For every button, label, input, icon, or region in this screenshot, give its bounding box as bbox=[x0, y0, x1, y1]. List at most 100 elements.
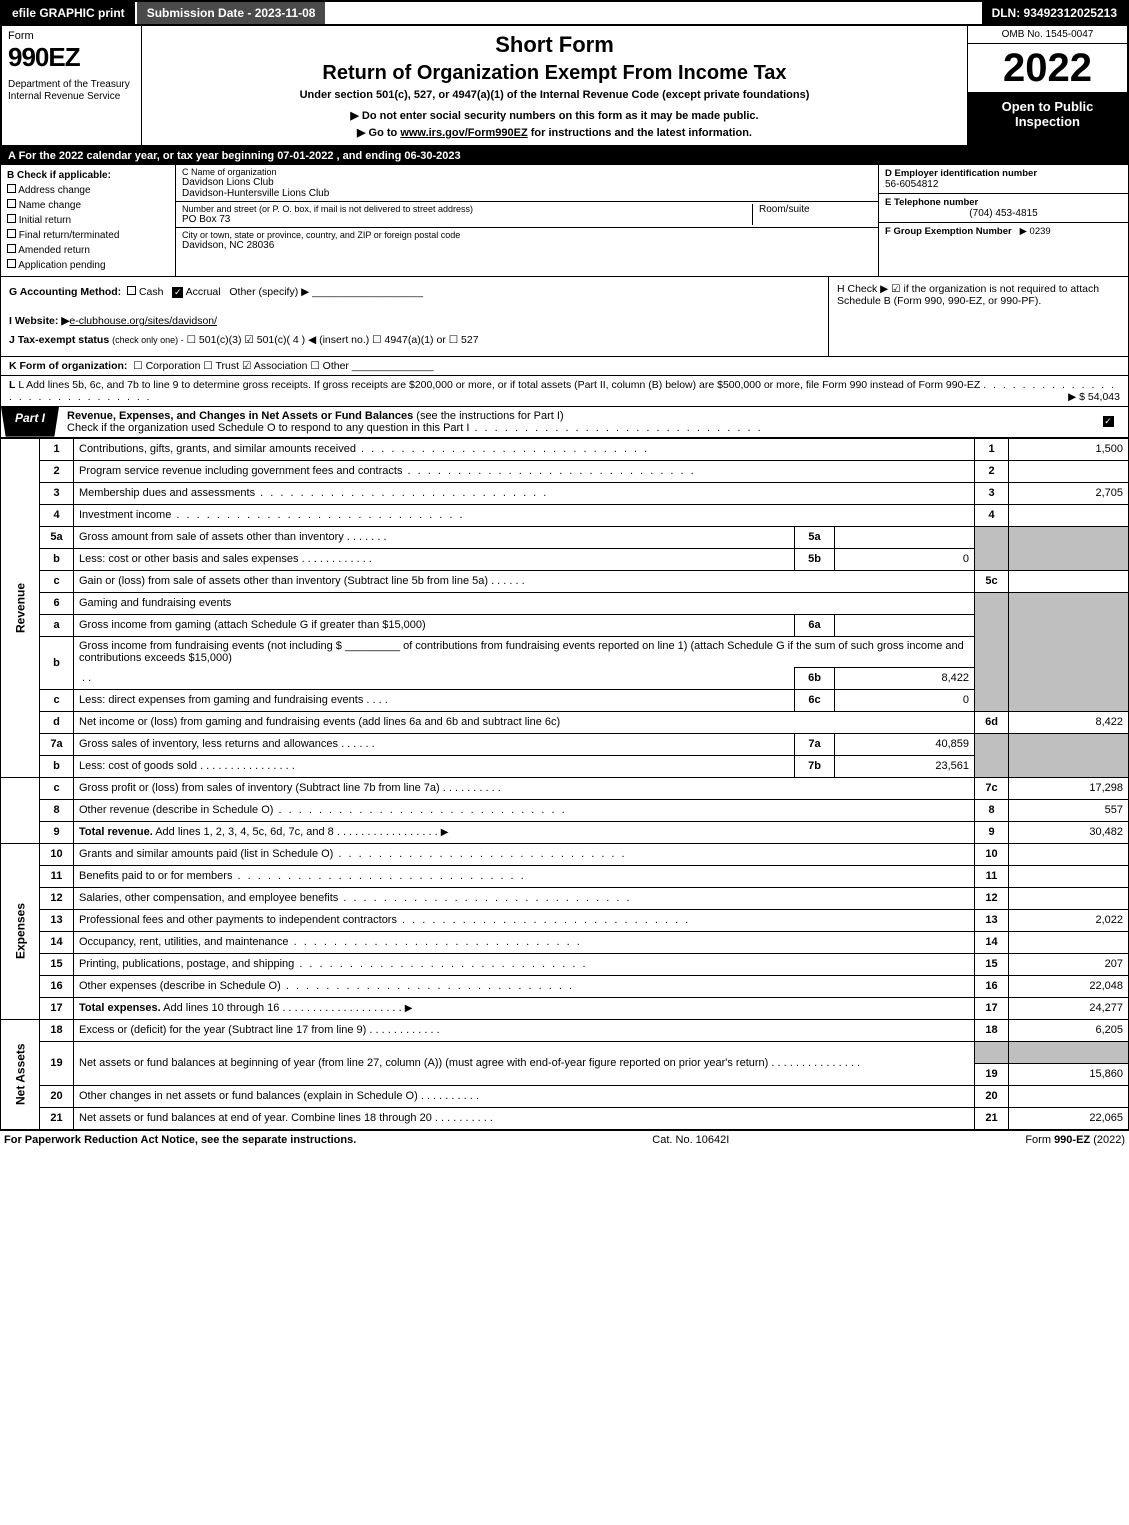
group-exemption-val: ▶ 0239 bbox=[1020, 226, 1051, 237]
ln20-desc: Other changes in net assets or fund bala… bbox=[79, 1090, 418, 1102]
ln2-val bbox=[1009, 460, 1129, 482]
ln8-desc: Other revenue (describe in Schedule O) bbox=[79, 804, 273, 816]
chk-initial[interactable]: Initial return bbox=[7, 213, 169, 228]
chk-address[interactable]: Address change bbox=[7, 183, 169, 198]
ln2-col: 2 bbox=[975, 460, 1009, 482]
chk-final[interactable]: Final return/terminated bbox=[7, 228, 169, 243]
note2-post: for instructions and the latest informat… bbox=[528, 127, 752, 139]
ln13-col: 13 bbox=[975, 909, 1009, 931]
ln12-num: 12 bbox=[40, 887, 74, 909]
ln6-desc: Gaming and fundraising events bbox=[74, 592, 975, 614]
ln5a-subval bbox=[835, 526, 975, 548]
ln21-val: 22,065 bbox=[1009, 1107, 1129, 1129]
ln18-val: 6,205 bbox=[1009, 1019, 1129, 1041]
ln7a-num: 7a bbox=[40, 733, 74, 755]
form-word: Form bbox=[8, 30, 135, 42]
form-subtitle: Under section 501(c), 527, or 4947(a)(1)… bbox=[148, 89, 961, 101]
ln16-num: 16 bbox=[40, 975, 74, 997]
revenue-section-label: Revenue bbox=[1, 438, 40, 777]
expenses-section-label: Expenses bbox=[1, 843, 40, 1019]
ln5c-col: 5c bbox=[975, 570, 1009, 592]
ln7b-subval: 23,561 bbox=[835, 755, 975, 777]
g-other[interactable]: Other (specify) ▶ bbox=[229, 286, 309, 298]
ln20-col: 20 bbox=[975, 1085, 1009, 1107]
irs-link[interactable]: www.irs.gov/Form990EZ bbox=[400, 127, 527, 139]
ln4-val bbox=[1009, 504, 1129, 526]
ln5a-desc: Gross amount from sale of assets other t… bbox=[79, 531, 344, 543]
department-label: Department of the Treasury Internal Reve… bbox=[8, 79, 135, 103]
ln17-num: 17 bbox=[40, 997, 74, 1019]
tax-year: 2022 bbox=[968, 44, 1127, 93]
j-options[interactable]: ☐ 501(c)(3) ☑ 501(c)( 4 ) ◀ (insert no.)… bbox=[187, 334, 479, 346]
ln12-val bbox=[1009, 887, 1129, 909]
d-label: D Employer identification number bbox=[885, 168, 1122, 179]
ln2-num: 2 bbox=[40, 460, 74, 482]
ln18-num: 18 bbox=[40, 1019, 74, 1041]
ln6c-subcol: 6c bbox=[795, 689, 835, 711]
line-k: K Form of organization: ☐ Corporation ☐ … bbox=[0, 357, 1129, 376]
netassets-section-label: Net Assets bbox=[1, 1019, 40, 1129]
ln6b-desc1: Gross income from fundraising events (no… bbox=[79, 640, 342, 652]
ln6-num: 6 bbox=[40, 592, 74, 614]
ln7a-subcol: 7a bbox=[795, 733, 835, 755]
ln13-desc: Professional fees and other payments to … bbox=[79, 914, 397, 926]
form-title: Return of Organization Exempt From Incom… bbox=[148, 62, 961, 85]
ln8-col: 8 bbox=[975, 799, 1009, 821]
part1-title: Revenue, Expenses, and Changes in Net As… bbox=[67, 410, 413, 422]
ln5c-desc: Gain or (loss) from sale of assets other… bbox=[79, 575, 488, 587]
line-i: I Website: ▶e-clubhouse.org/sites/davids… bbox=[9, 312, 820, 331]
ln7c-desc: Gross profit or (loss) from sales of inv… bbox=[79, 782, 440, 794]
ln13-val: 2,022 bbox=[1009, 909, 1129, 931]
k-options[interactable]: ☐ Corporation ☐ Trust ☑ Association ☐ Ot… bbox=[133, 360, 349, 372]
ln10-desc: Grants and similar amounts paid (list in… bbox=[79, 848, 333, 860]
dln-label: DLN: 93492312025213 bbox=[982, 2, 1127, 24]
ln19-val: 15,860 bbox=[1009, 1063, 1129, 1085]
footer-left: For Paperwork Reduction Act Notice, see … bbox=[4, 1134, 356, 1146]
ln8-num: 8 bbox=[40, 799, 74, 821]
ln17-val: 24,277 bbox=[1009, 997, 1129, 1019]
ln6d-num: d bbox=[40, 711, 74, 733]
ln15-desc: Printing, publications, postage, and shi… bbox=[79, 958, 294, 970]
ln2-desc: Program service revenue including govern… bbox=[79, 465, 402, 477]
line-l: L L Add lines 5b, 6c, and 7b to line 9 t… bbox=[0, 376, 1129, 407]
ln19-num: 19 bbox=[40, 1041, 74, 1085]
note2-pre: ▶ Go to bbox=[357, 127, 400, 139]
part1-header: Part I Revenue, Expenses, and Changes in… bbox=[0, 407, 1129, 438]
ln18-desc: Excess or (deficit) for the year (Subtra… bbox=[79, 1024, 366, 1036]
ln5b-desc: Less: cost or other basis and sales expe… bbox=[79, 553, 299, 565]
ln6a-subcol: 6a bbox=[795, 614, 835, 636]
g-cash[interactable]: Cash bbox=[139, 286, 164, 298]
ln4-col: 4 bbox=[975, 504, 1009, 526]
part1-checkbox[interactable]: ✓ bbox=[1088, 407, 1128, 437]
ln11-desc: Benefits paid to or for members bbox=[79, 870, 232, 882]
ln1-col: 1 bbox=[975, 438, 1009, 460]
line-g: G Accounting Method: Cash ✓ Accrual Othe… bbox=[9, 283, 820, 302]
ln20-val bbox=[1009, 1085, 1129, 1107]
ln1-desc: Contributions, gifts, grants, and simila… bbox=[79, 443, 356, 455]
ln1-num: 1 bbox=[40, 438, 74, 460]
ln14-num: 14 bbox=[40, 931, 74, 953]
ln10-val bbox=[1009, 843, 1129, 865]
ln20-num: 20 bbox=[40, 1085, 74, 1107]
website-value[interactable]: e-clubhouse.org/sites/davidson/ bbox=[69, 315, 217, 327]
section-a-bar: A For the 2022 calendar year, or tax yea… bbox=[0, 147, 1129, 165]
chk-amended[interactable]: Amended return bbox=[7, 243, 169, 258]
h-text: H Check ▶ ☑ if the organization is not r… bbox=[837, 283, 1120, 307]
ln5a-subcol: 5a bbox=[795, 526, 835, 548]
ln14-col: 14 bbox=[975, 931, 1009, 953]
chk-pending[interactable]: Application pending bbox=[7, 258, 169, 273]
ein-value: 56-6054812 bbox=[885, 179, 1122, 190]
chk-name[interactable]: Name change bbox=[7, 198, 169, 213]
ssn-warning: ▶ Do not enter social security numbers o… bbox=[148, 109, 961, 122]
l-text: L Add lines 5b, 6c, and 7b to line 9 to … bbox=[18, 379, 980, 391]
section-bcdef: B Check if applicable: Address change Na… bbox=[0, 165, 1129, 277]
ln7c-val: 17,298 bbox=[1009, 777, 1129, 799]
sec-b-label: B Check if applicable: bbox=[7, 168, 169, 183]
g-accrual[interactable]: Accrual bbox=[186, 286, 221, 298]
ln1-val: 1,500 bbox=[1009, 438, 1129, 460]
efile-button[interactable]: efile GRAPHIC print bbox=[2, 2, 137, 24]
ln6b-subcol: 6b bbox=[795, 667, 835, 689]
ln7c-col: 7c bbox=[975, 777, 1009, 799]
ln6b-num: b bbox=[40, 636, 74, 689]
section-h: H Check ▶ ☑ if the organization is not r… bbox=[828, 277, 1128, 356]
